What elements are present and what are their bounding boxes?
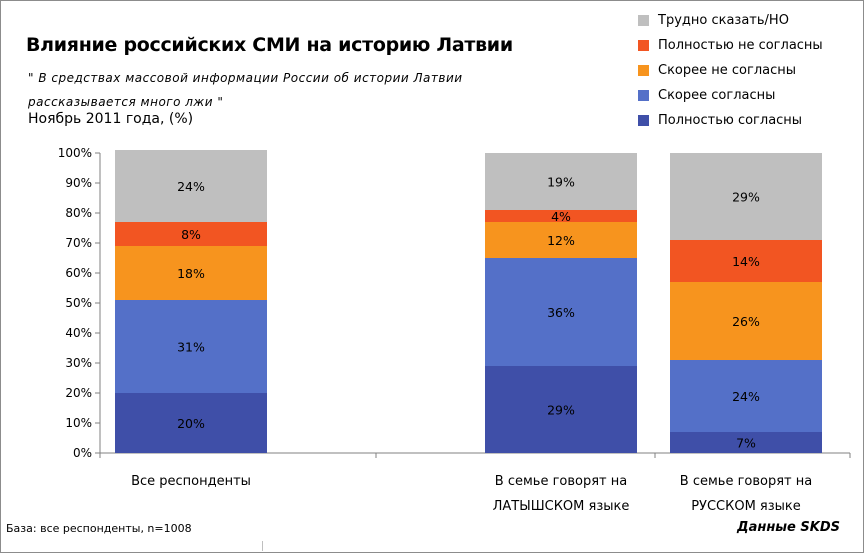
bar-segment	[115, 393, 267, 453]
bar-data-label: 29%	[732, 190, 760, 205]
footer-divider	[262, 541, 263, 551]
chart-subtitle: " В средствах массовой информации России…	[28, 71, 463, 109]
legend-item-fully-disagree: Полностью не согласны	[638, 35, 858, 55]
bar-segment	[485, 153, 637, 210]
y-tick-label: 0%	[73, 446, 92, 460]
x-category-label: Все респонденты	[131, 474, 251, 489]
bar-segment	[670, 240, 822, 282]
x-category-label: В семье говорят на	[495, 474, 627, 489]
legend-item-rather-disagree: Скорее не согласны	[638, 60, 858, 80]
y-tick-label: 90%	[65, 176, 92, 190]
chart-period: Ноябрь 2011 года, (%)	[28, 111, 194, 127]
legend-item-hard-to-say: Трудно сказать/НО	[638, 10, 858, 30]
legend-swatch-rather-disagree	[638, 64, 649, 76]
bar-segment	[485, 210, 637, 222]
bar-data-label: 24%	[177, 179, 205, 194]
bar-data-label: 19%	[547, 175, 575, 190]
legend-swatch-fully-agree	[638, 114, 649, 126]
bar-segment	[115, 150, 267, 222]
y-tick-label: 100%	[58, 146, 92, 160]
bar-segment	[670, 360, 822, 432]
bar-data-label: 31%	[177, 340, 205, 355]
bar-segment	[115, 246, 267, 300]
bar-data-label: 18%	[177, 266, 205, 281]
y-tick-label: 60%	[65, 266, 92, 280]
y-tick-label: 80%	[65, 206, 92, 220]
bar-data-label: 12%	[547, 233, 575, 248]
legend-label-rather-disagree: Скорее не согласны	[658, 62, 797, 78]
bar-data-label: 8%	[181, 227, 201, 242]
bar-segment	[485, 366, 637, 453]
legend-swatch-fully-disagree	[638, 39, 649, 51]
legend-swatch-rather-agree	[638, 89, 649, 101]
chart-title: Влияние российских СМИ на историю Латвии	[26, 34, 513, 56]
bar-data-label: 4%	[551, 209, 571, 224]
y-tick-label: 30%	[65, 356, 92, 370]
x-category-label: ЛАТЫШСКОМ языке	[493, 499, 630, 514]
bar-data-label: 29%	[547, 403, 575, 418]
y-tick-label: 10%	[65, 416, 92, 430]
bar-data-label: 14%	[732, 254, 760, 269]
y-tick-label: 40%	[65, 326, 92, 340]
x-category-label: В семье говорят на	[680, 474, 812, 489]
x-category-label: РУССКОМ языке	[691, 499, 801, 514]
y-tick-label: 70%	[65, 236, 92, 250]
bar-segment	[115, 300, 267, 393]
y-tick-label: 20%	[65, 386, 92, 400]
legend-label-fully-disagree: Полностью не согласны	[658, 37, 823, 53]
bar-data-label: 20%	[177, 416, 205, 431]
bar-data-label: 7%	[736, 436, 756, 451]
bar-segment	[670, 282, 822, 360]
footer-base: База: все респонденты, n=1008	[6, 522, 192, 535]
bar-segment	[485, 222, 637, 258]
bar-data-label: 36%	[547, 305, 575, 320]
legend-label-fully-agree: Полностью согласны	[658, 112, 803, 128]
bar-segment	[485, 258, 637, 366]
legend-label-hard-to-say: Трудно сказать/НО	[658, 12, 789, 28]
bar-segment	[670, 432, 822, 453]
y-tick-label: 50%	[65, 296, 92, 310]
footer-source: Данные SKDS	[736, 520, 840, 535]
bar-segment	[670, 153, 822, 240]
bar-data-label: 26%	[732, 314, 760, 329]
legend-swatch-hard-to-say	[638, 14, 649, 26]
legend-label-rather-agree: Скорее согласны	[658, 87, 776, 103]
bar-data-label: 24%	[732, 389, 760, 404]
legend-item-fully-agree: Полностью согласны	[638, 110, 858, 130]
bar-segment	[115, 222, 267, 246]
legend-item-rather-agree: Скорее согласны	[638, 85, 858, 105]
